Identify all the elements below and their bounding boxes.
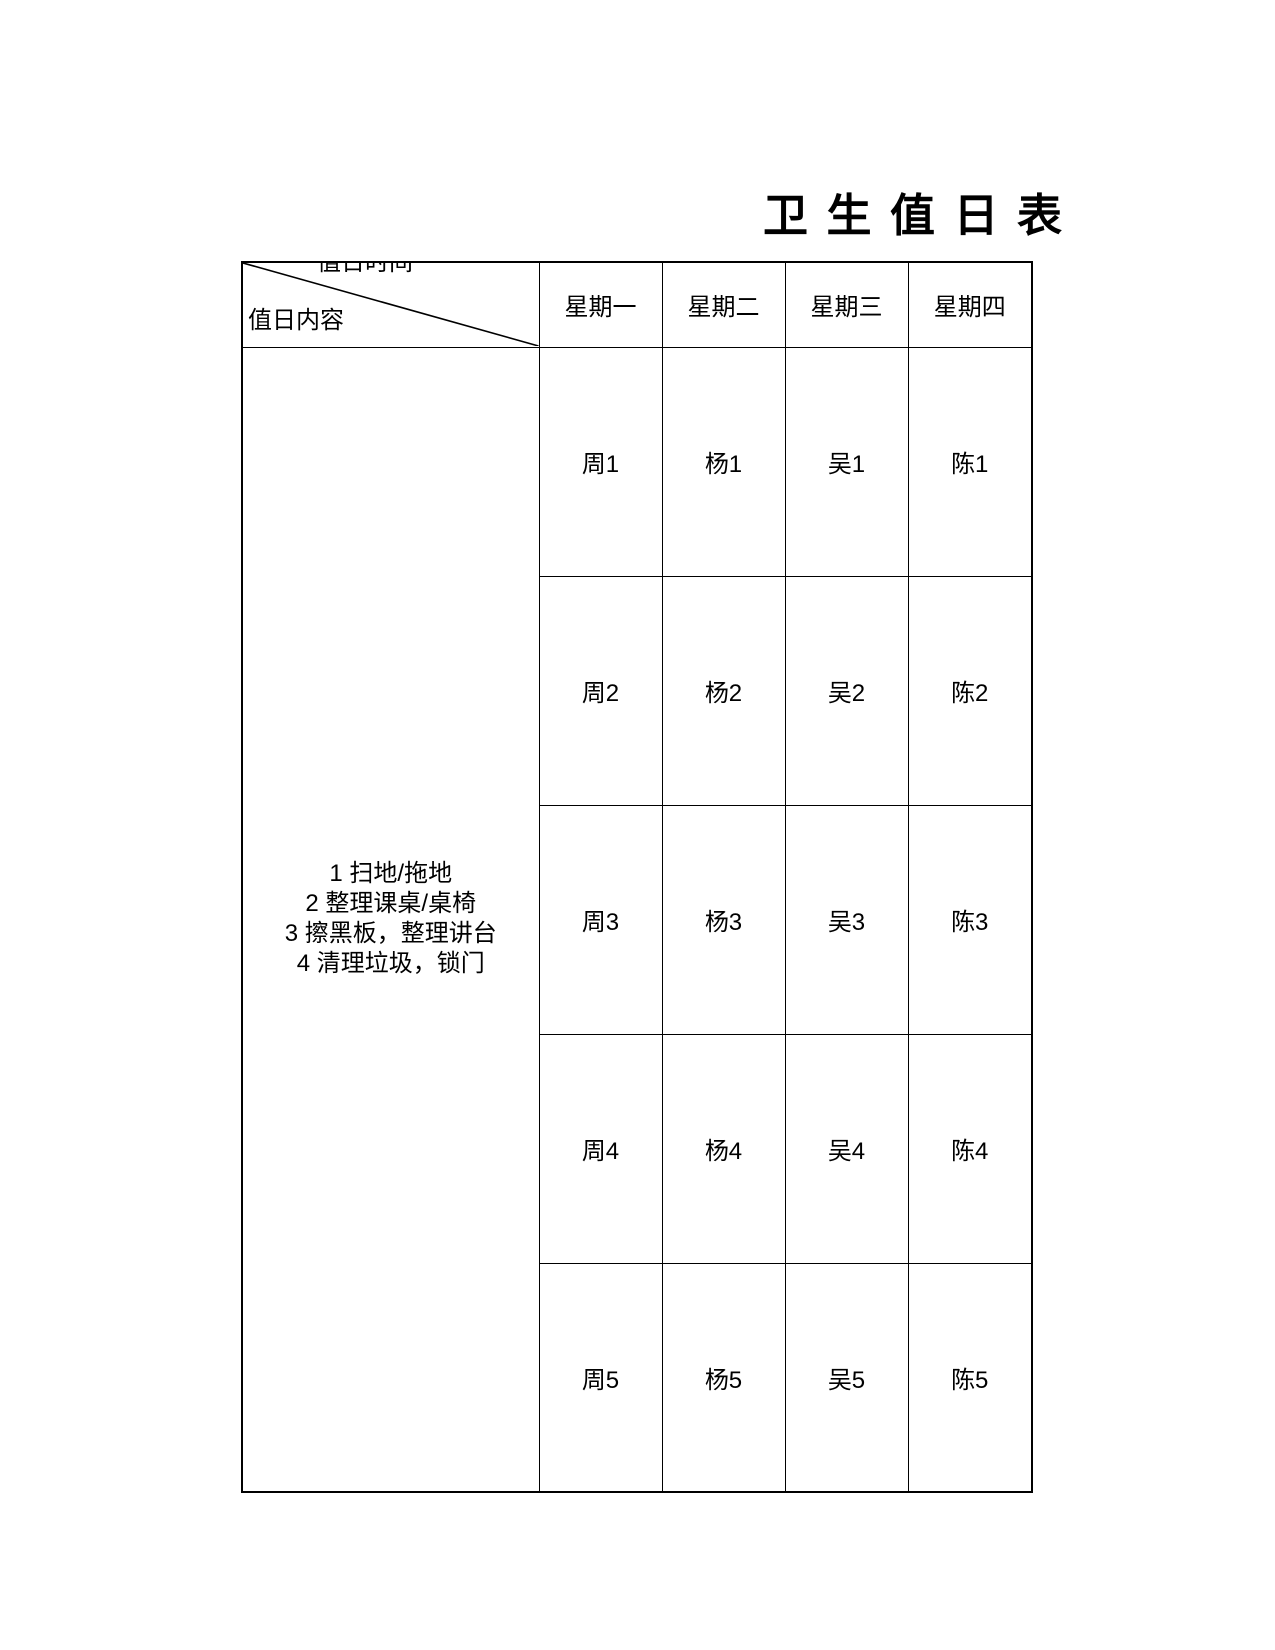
roster-cell: 杨1 <box>661 346 786 577</box>
roster-cell: 杨4 <box>661 1033 786 1264</box>
roster-cell: 周2 <box>538 575 663 806</box>
roster-cell: 吴1 <box>784 346 909 577</box>
table-row: 周3 杨3 吴3 陈3 <box>242 804 1033 1035</box>
roster-cell: 吴4 <box>784 1033 909 1264</box>
roster-cell: 吴3 <box>784 804 909 1035</box>
diagonal-line <box>243 263 538 346</box>
duty-content-cell: 1 扫地/拖地 2 整理课桌/桌椅 3 擦黑板，整理讲台 4 清理垃圾，锁门 <box>241 346 540 1493</box>
table-row: 1 扫地/拖地 2 整理课桌/桌椅 3 擦黑板，整理讲台 4 清理垃圾，锁门 周… <box>241 346 1033 1493</box>
duty-roster-table: 值日时间 值日内容 星期一 星期二 星期三 星期四 1 扫地/拖地 2 整理课桌… <box>241 261 1033 1493</box>
corner-label-duty-content: 值日内容 <box>248 307 344 335</box>
roster-cell: 周4 <box>538 1033 663 1264</box>
roster-cell: 周3 <box>538 804 663 1035</box>
roster-cell: 吴2 <box>784 575 909 806</box>
roster-cell: 陈3 <box>907 804 1033 1035</box>
table-row: 周5 杨5 吴5 陈5 <box>242 1262 1033 1493</box>
roster-cell: 周1 <box>538 346 663 577</box>
roster-cell: 陈4 <box>907 1033 1033 1264</box>
duty-item: 4 清理垃圾，锁门 <box>296 950 485 978</box>
corner-header-cell: 值日时间 值日内容 <box>241 261 540 348</box>
roster-cell: 陈1 <box>907 346 1033 577</box>
roster-cell: 杨5 <box>661 1262 786 1493</box>
column-header-monday: 星期一 <box>538 261 663 348</box>
page-title: 卫 生 值 日 表 <box>763 190 1066 241</box>
corner-label-duty-time: 值日时间 <box>317 263 413 275</box>
column-header-wednesday: 星期三 <box>784 261 909 348</box>
column-header-thursday: 星期四 <box>907 261 1033 348</box>
duty-item: 2 整理课桌/桌椅 <box>305 890 477 918</box>
roster-cell: 陈5 <box>907 1262 1033 1493</box>
corner-box: 值日时间 值日内容 <box>243 263 538 346</box>
table-row: 周2 杨2 吴2 陈2 <box>242 575 1033 806</box>
roster-cell: 陈2 <box>907 575 1033 806</box>
duty-item: 3 擦黑板，整理讲台 <box>284 920 497 948</box>
column-header-tuesday: 星期二 <box>661 261 786 348</box>
duty-item: 1 扫地/拖地 <box>329 860 453 888</box>
header-row: 值日时间 值日内容 星期一 星期二 星期三 星期四 <box>241 261 1033 348</box>
roster-cell: 杨3 <box>661 804 786 1035</box>
roster-cell: 周5 <box>538 1262 663 1493</box>
roster-cell: 杨2 <box>661 575 786 806</box>
table-row: 周4 杨4 吴4 陈4 <box>242 1033 1033 1264</box>
roster-cell: 吴5 <box>784 1262 909 1493</box>
